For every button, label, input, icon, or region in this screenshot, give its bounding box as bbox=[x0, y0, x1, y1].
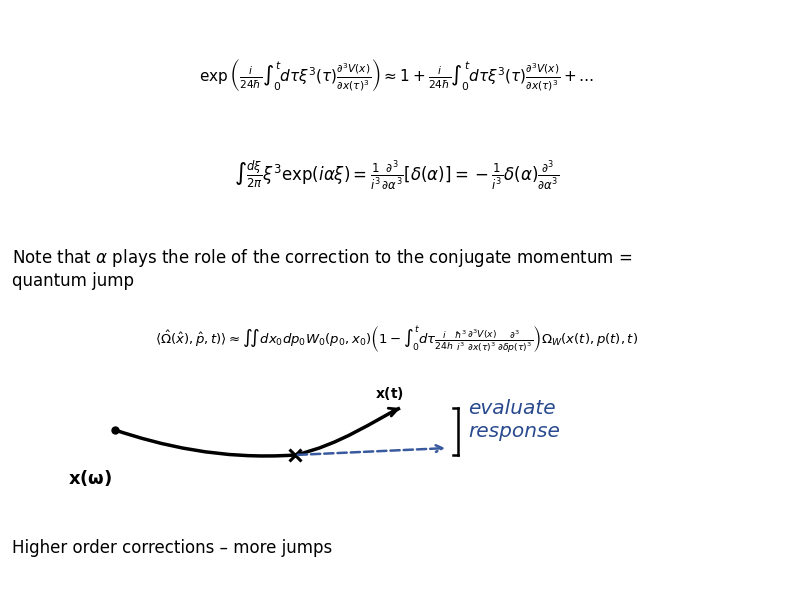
Text: evaluate
response: evaluate response bbox=[468, 399, 560, 441]
Text: $\mathbf{x(t)}$: $\mathbf{x(t)}$ bbox=[375, 385, 404, 402]
Text: Note that $\alpha$ plays the role of the correction to the conjugate momentum =
: Note that $\alpha$ plays the role of the… bbox=[12, 247, 633, 290]
Text: $\int \frac{d\xi}{2\pi}\xi^3\exp(i\alpha\xi) = \frac{1}{i^3}\frac{\partial^3}{\p: $\int \frac{d\xi}{2\pi}\xi^3\exp(i\alpha… bbox=[234, 159, 560, 192]
Text: $\exp\left(\frac{i}{24\hbar}\int_0^t d\tau\xi^3(\tau)\frac{\partial^3 V(x)}{\par: $\exp\left(\frac{i}{24\hbar}\int_0^t d\t… bbox=[199, 57, 595, 93]
Text: $\mathbf{x(\omega)}$: $\mathbf{x(\omega)}$ bbox=[68, 468, 112, 488]
Text: $\langle\hat{\Omega}(\hat{x}),\hat{p},t)\rangle \approx \int\!\int dx_0dp_0W_0(p: $\langle\hat{\Omega}(\hat{x}),\hat{p},t)… bbox=[156, 325, 638, 355]
Text: Higher order corrections – more jumps: Higher order corrections – more jumps bbox=[12, 539, 332, 557]
